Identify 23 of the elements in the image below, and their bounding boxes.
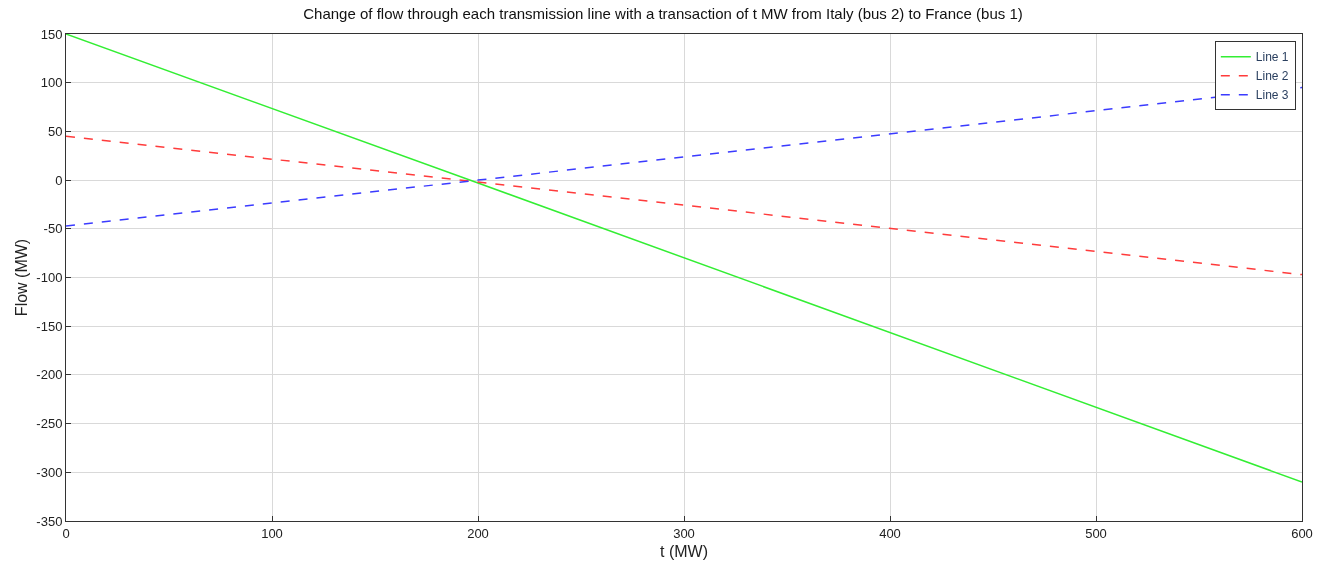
y-tick-label: 50 [47,123,63,139]
chart-title: Change of flow through each transmission line with a transaction of t MW from Italy (bus 2) to France (bus 1) [303,5,1023,23]
legend-label: Line 2 [1255,69,1289,84]
y-tick-label: -300 [36,464,63,480]
y-tick-label: -150 [36,318,63,334]
y-axis-title: Flow (MW) [13,238,31,317]
y-tick-label: 150 [40,26,63,42]
x-tick-label: 100 [261,525,283,541]
x-tick-label: 600 [1291,525,1313,541]
x-tick-label: 400 [879,525,901,541]
x-tick-label: 300 [673,525,695,541]
x-tick-label: 500 [1085,525,1107,541]
y-tick-label: -100 [36,270,63,286]
y-tick-label: -200 [36,367,63,383]
legend-label: Line 3 [1255,88,1289,103]
legend-label: Line 1 [1255,50,1289,65]
y-tick-label: -350 [36,513,63,529]
x-tick-label: 200 [467,525,489,541]
x-axis-title: t (MW) [660,543,708,561]
y-tick-label: -50 [43,221,63,237]
y-tick-label: 100 [40,75,63,91]
y-tick-label: 0 [55,172,63,188]
y-tick-label: -250 [36,416,63,432]
